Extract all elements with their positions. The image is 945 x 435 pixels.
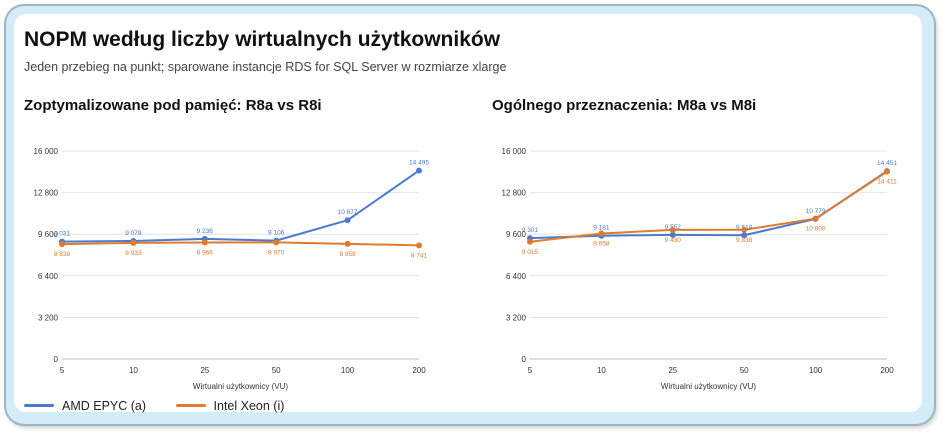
page-title: NOPM według liczby wirtualnych użytkowni… — [24, 28, 501, 51]
series-line-intel — [529, 170, 888, 243]
chart-title-memory: Zoptymalizowane pod pamięć: R8a vs R8i — [24, 97, 322, 114]
data-label-amd: 9 236 — [197, 228, 214, 235]
data-label-intel: 8 966 — [197, 249, 214, 256]
legend-swatch-intel — [175, 404, 206, 407]
legend: AMD EPYC (a) Intel Xeon (i) — [24, 396, 310, 413]
x-tick-label: 50 — [740, 366, 749, 375]
legend-label-intel: Intel Xeon (i) — [213, 398, 285, 413]
legend-item-amd: AMD EPYC (a) — [24, 399, 146, 413]
data-point-amd — [344, 217, 351, 224]
data-point-intel — [344, 240, 351, 247]
data-label-amd: 9 181 — [593, 225, 610, 232]
data-label-intel: 9 838 — [736, 237, 753, 244]
x-tick-label: 100 — [809, 366, 823, 375]
x-tick-label: 25 — [668, 366, 677, 375]
data-label-intel: 8 741 — [411, 252, 428, 259]
y-tick-label: 0 — [54, 355, 59, 364]
data-point-intel — [59, 241, 65, 248]
data-point-intel — [812, 215, 819, 222]
data-label-intel: 8 858 — [339, 251, 356, 258]
data-point-amd — [669, 231, 676, 238]
data-point-intel — [669, 226, 676, 233]
data-point-intel — [416, 242, 422, 249]
data-label-intel: 9 430 — [665, 237, 682, 244]
y-tick-label: 6 400 — [506, 272, 527, 281]
data-label-amd: 9 106 — [268, 230, 285, 237]
data-point-intel — [201, 239, 208, 246]
data-point-intel — [598, 230, 605, 237]
data-label-amd: 10 779 — [806, 208, 826, 215]
y-tick-label: 0 — [522, 355, 527, 364]
y-tick-label: 3 200 — [506, 313, 527, 322]
data-label-amd: 9 079 — [125, 230, 142, 237]
report-card: NOPM według liczby wirtualnych użytkowni… — [14, 14, 922, 413]
y-tick-label: 9 600 — [506, 230, 527, 239]
data-point-intel — [527, 238, 533, 245]
x-tick-label: 25 — [200, 366, 209, 375]
page-subtitle: Jeden przebieg na punkt; sparowane insta… — [24, 60, 507, 74]
data-label-intel: 8 933 — [125, 250, 142, 257]
x-tick-label: 10 — [129, 366, 138, 375]
y-tick-label: 12 800 — [34, 189, 59, 198]
data-label-intel: 9 015 — [522, 249, 539, 256]
legend-label-amd: AMD EPYC (a) — [62, 398, 147, 413]
chart-general-purpose: 0 3 200 6 400 9 600 12 800 16 000 5 10 25 50 100 20… — [502, 147, 898, 391]
data-label-intel: 14 411 — [877, 179, 897, 186]
data-label-amd: 9 031 — [54, 231, 71, 238]
x-axis-title: Wirtualni użytkownicy (VU) — [661, 382, 756, 391]
y-tick-label: 16 000 — [34, 147, 59, 156]
x-tick-label: 50 — [272, 366, 281, 375]
data-point-intel — [884, 168, 890, 175]
data-point-intel — [273, 239, 280, 246]
series-line-intel — [61, 241, 420, 247]
x-tick-label: 10 — [597, 366, 606, 375]
data-point-intel — [741, 226, 748, 233]
x-tick-label: 200 — [412, 366, 426, 375]
y-tick-label: 6 400 — [38, 272, 59, 281]
data-point-intel — [130, 239, 137, 246]
x-tick-label: 5 — [60, 366, 65, 375]
x-tick-label: 100 — [341, 366, 355, 375]
data-point-amd — [416, 167, 422, 174]
y-tick-label: 9 600 — [38, 230, 59, 239]
y-tick-label: 3 200 — [38, 313, 59, 322]
y-tick-label: 12 800 — [502, 189, 527, 198]
data-label-amd: 10 677 — [338, 209, 358, 216]
data-label-intel: 8 838 — [54, 251, 71, 258]
data-label-amd: 14 451 — [877, 160, 897, 167]
y-tick-label: 16 000 — [502, 147, 527, 156]
series-line-amd — [529, 170, 888, 240]
data-label-amd: 9 301 — [522, 227, 539, 234]
x-axis-title: Wirtualni użytkownicy (VU) — [193, 382, 288, 391]
data-label-intel: 10 800 — [806, 226, 826, 233]
legend-item-intel: Intel Xeon (i) — [175, 398, 285, 413]
chart-title-general: Ogólnego przeznaczenia: M8a vs M8i — [492, 97, 757, 114]
chart-memory-optimized: 0 3 200 6 400 9 600 12 800 16 000 5 10 25 50 100 20… — [34, 147, 430, 391]
data-label-amd: 14 495 — [409, 160, 429, 167]
data-point-amd — [741, 232, 748, 239]
x-tick-label: 5 — [528, 366, 533, 375]
data-label-intel: 8 970 — [268, 249, 285, 256]
data-label-intel: 9 658 — [593, 240, 610, 247]
legend-swatch-amd — [24, 404, 54, 407]
x-tick-label: 200 — [880, 366, 894, 375]
series-line-amd — [61, 169, 420, 243]
